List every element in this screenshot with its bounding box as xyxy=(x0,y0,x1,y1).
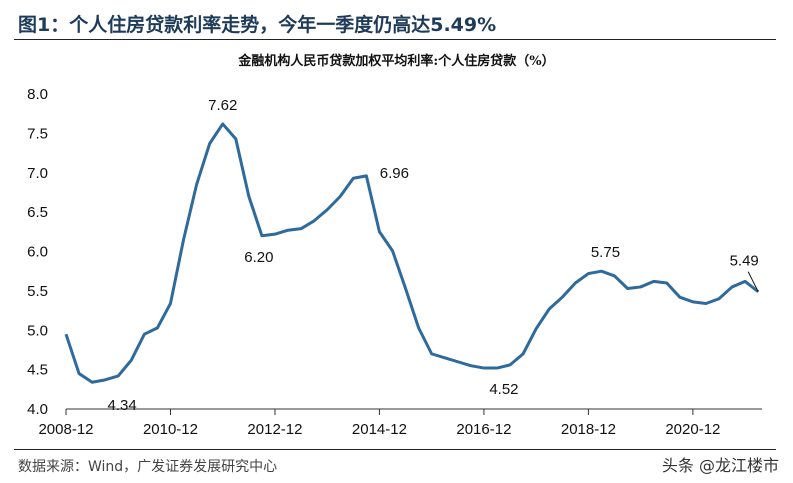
data-label: 4.52 xyxy=(489,381,518,398)
series-line xyxy=(64,122,760,384)
data-label: 5.49 xyxy=(730,253,759,270)
x-tick-label: 2018-12 xyxy=(561,421,616,438)
x-tick-label: 2008-12 xyxy=(38,421,93,438)
chart-title: 金融机构人民币贷款加权平均利率:个人住房贷款（%） xyxy=(238,54,555,69)
data-label: 5.75 xyxy=(591,244,620,261)
x-tick-label: 2012-12 xyxy=(247,421,302,438)
y-tick-label: 5.5 xyxy=(27,283,48,300)
y-tick-label: 7.0 xyxy=(27,165,48,182)
y-tick-label: 6.0 xyxy=(27,244,48,261)
x-tick-label: 2010-12 xyxy=(143,421,198,438)
label-leader xyxy=(747,271,759,292)
y-tick-label: 6.5 xyxy=(27,204,48,221)
source-note: 数据来源：Wind，广发证券发展研究中心 xyxy=(18,459,278,475)
line-chart: 4.0 4.5 5.0 5.5 6.0 6.5 7.0 7.5 8.0 2008-12 2010-1… xyxy=(27,86,762,438)
bottom-divider xyxy=(14,449,776,450)
data-label: 6.96 xyxy=(380,165,409,182)
y-tick-label: 7.5 xyxy=(27,125,48,142)
data-label: 6.20 xyxy=(244,249,273,266)
x-tick-label: 2014-12 xyxy=(352,421,407,438)
top-divider xyxy=(14,39,776,40)
y-tick-label: 4.0 xyxy=(27,401,48,418)
y-tick-label: 8.0 xyxy=(27,86,48,103)
watermark: 头条 @龙江楼市 xyxy=(661,456,779,475)
y-tick-label: 4.5 xyxy=(27,362,48,379)
x-tick-label: 2016-12 xyxy=(456,421,511,438)
data-label: 4.34 xyxy=(108,397,137,414)
figure-title: 图1：个人住房贷款利率走势，今年一季度仍高达5.49% xyxy=(18,14,497,36)
y-tick-label: 5.0 xyxy=(27,322,48,339)
data-label: 7.62 xyxy=(208,97,237,114)
x-tick-label: 2020-12 xyxy=(665,421,720,438)
